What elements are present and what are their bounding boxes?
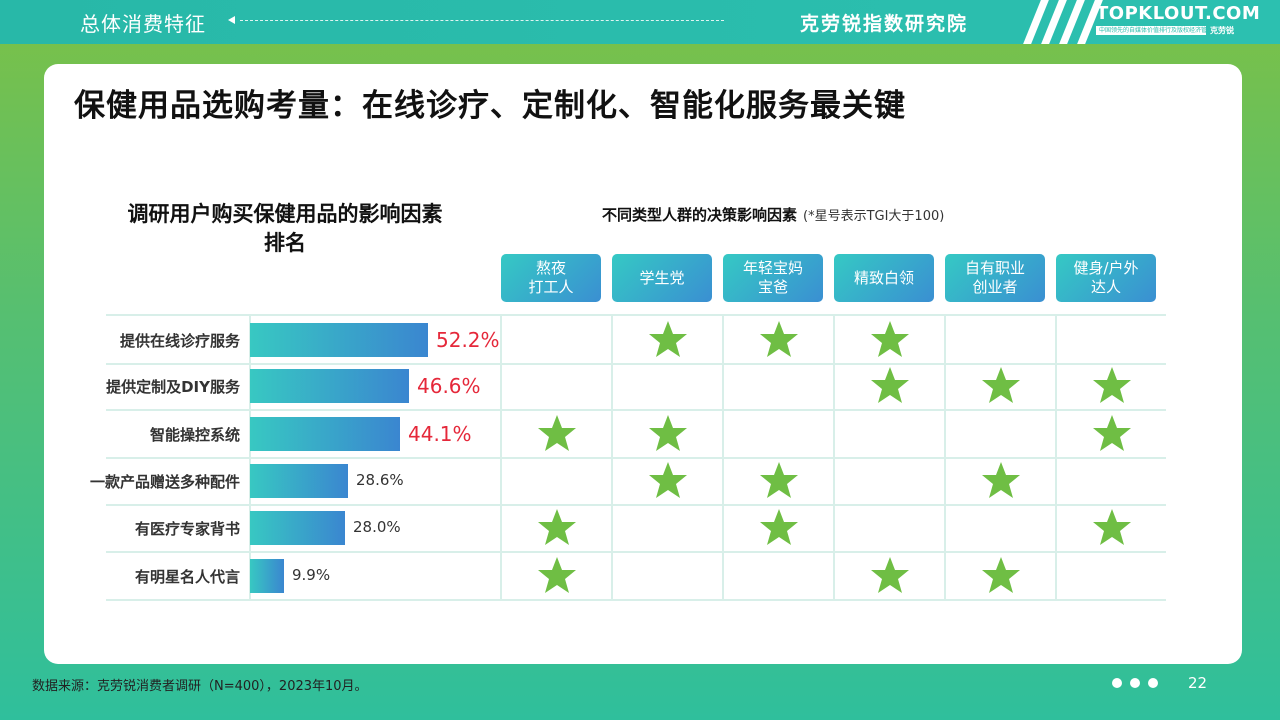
grid-line	[722, 314, 724, 600]
factor-bar	[250, 323, 428, 357]
grid-line	[1055, 314, 1057, 600]
star-icon	[870, 556, 910, 594]
grid-line	[500, 314, 502, 600]
logo-tagline: 中国领先的自媒体价值排行及版权经济管理	[1096, 26, 1206, 35]
star-icon	[648, 414, 688, 452]
matrix-title-text: 不同类型人群的决策影响因素	[602, 206, 798, 224]
institute-name: 克劳锐指数研究院	[800, 13, 969, 35]
star-icon	[537, 508, 577, 546]
factor-label: 提供定制及DIY服务	[106, 378, 240, 396]
brand-logo: TOPKLOUT.COM 中国领先的自媒体价值排行及版权经济管理 克劳锐	[1096, 3, 1261, 40]
grid-line	[833, 314, 835, 600]
star-icon	[648, 461, 688, 499]
dotted-divider	[240, 20, 724, 21]
grid-line	[106, 457, 1166, 459]
group-header: 年轻宝妈 宝爸	[723, 254, 823, 302]
page-dot	[1130, 678, 1140, 688]
logo-cn: 克劳锐	[1210, 26, 1234, 35]
star-icon	[759, 320, 799, 358]
star-icon	[870, 320, 910, 358]
arrow-left-icon	[228, 16, 235, 24]
factor-label: 有医疗专家背书	[134, 520, 240, 538]
data-source-note: 数据来源：克劳锐消费者调研（N=400），2023年10月。	[32, 679, 368, 694]
top-header-bar: 总体消费特征 克劳锐指数研究院 TOPKLOUT.COM 中国领先的自媒体价值排…	[0, 0, 1280, 44]
page-number: 22	[1188, 674, 1208, 692]
factor-bar	[250, 511, 345, 545]
grid-line	[106, 314, 1166, 316]
grid-line	[611, 314, 613, 600]
ranking-title: 调研用户购买保健用品的影响因素排名	[127, 202, 443, 255]
matrix-title: 不同类型人群的决策影响因素 (*星号表示TGI大于100)	[602, 204, 944, 225]
page-dot	[1112, 678, 1122, 688]
factor-value: 28.0%	[353, 518, 401, 536]
factor-label: 提供在线诊疗服务	[119, 332, 240, 350]
star-icon	[537, 414, 577, 452]
star-icon	[1092, 366, 1132, 404]
factor-bar	[250, 369, 409, 403]
grid-line	[106, 409, 1166, 411]
star-icon	[1092, 414, 1132, 452]
page-dots	[1112, 678, 1158, 688]
group-header: 熬夜 打工人	[501, 254, 601, 302]
matrix-note: (*星号表示TGI大于100)	[803, 209, 945, 224]
factor-bar	[250, 559, 284, 593]
grid-line	[106, 504, 1166, 506]
logo-text: TOPKLOUT.COM	[1096, 3, 1261, 24]
star-icon	[759, 461, 799, 499]
factor-bar	[250, 464, 348, 498]
star-icon	[981, 556, 1021, 594]
star-icon	[537, 556, 577, 594]
group-header: 学生党	[612, 254, 712, 302]
factor-value: 46.6%	[417, 374, 481, 398]
star-icon	[981, 366, 1021, 404]
content-card: 保健用品选购考量：在线诊疗、定制化、智能化服务最关键 调研用户购买保健用品的影响…	[44, 64, 1242, 664]
factor-bar	[250, 417, 400, 451]
factor-label: 一款产品赠送多种配件	[89, 473, 240, 491]
star-icon	[1092, 508, 1132, 546]
factor-value: 52.2%	[436, 328, 500, 352]
page-title: 保健用品选购考量：在线诊疗、定制化、智能化服务最关键	[74, 88, 906, 124]
page-dot	[1148, 678, 1158, 688]
group-header: 精致白领	[834, 254, 934, 302]
group-header: 健身/户外 达人	[1056, 254, 1156, 302]
grid-line	[106, 551, 1166, 553]
grid-line	[106, 599, 1166, 601]
factor-label: 智能操控系统	[149, 426, 240, 444]
factor-value: 9.9%	[292, 566, 331, 584]
axis-line	[249, 314, 251, 600]
factor-label: 有明星名人代言	[134, 568, 240, 586]
star-icon	[981, 461, 1021, 499]
section-label: 总体消费特征	[80, 12, 206, 36]
grid-line	[944, 314, 946, 600]
factor-value: 28.6%	[356, 471, 404, 489]
star-icon	[648, 320, 688, 358]
stripes-decoration-icon	[1016, 0, 1103, 44]
star-icon	[759, 508, 799, 546]
grid-line	[106, 363, 1166, 365]
factor-value: 44.1%	[408, 422, 472, 446]
star-icon	[870, 366, 910, 404]
group-header: 自有职业 创业者	[945, 254, 1045, 302]
